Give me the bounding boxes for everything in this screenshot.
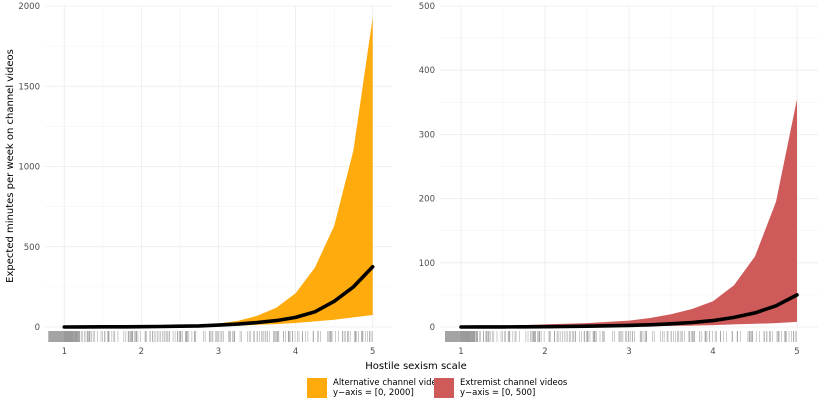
rug-block-left (48, 331, 79, 342)
y-tick-label-right-3: 300 (419, 130, 435, 140)
legend-item-alternative: Alternative channel videos y−axis = [0, … (307, 378, 446, 398)
legend-range-extremist: y−axis = [0, 500] (460, 388, 536, 398)
x-tick-label-right-4: 5 (794, 347, 799, 357)
y-tick-label-left-0: 0 (35, 323, 40, 333)
x-tick-label-left-0: 1 (62, 347, 67, 357)
x-axis-title: Hostile sexism scale (365, 361, 466, 372)
y-tick-label-right-4: 400 (419, 66, 435, 76)
y-tick-label-left-4: 2000 (18, 2, 40, 12)
y-tick-label-left-3: 1500 (18, 82, 40, 92)
y-axis-title: Expected minutes per week on channel vid… (5, 49, 16, 283)
estimate-line-right (459, 293, 799, 329)
legend-item-extremist: Extremist channel videos y−axis = [0, 50… (434, 378, 567, 398)
y-tick-label-right-1: 100 (419, 259, 435, 269)
y-tick-label-right-2: 200 (419, 195, 435, 205)
x-tick-label-left-4: 5 (370, 347, 375, 357)
x-tick-label-right-1: 2 (542, 347, 547, 357)
x-tick-label-right-3: 4 (710, 347, 715, 357)
legend: Alternative channel videos y−axis = [0, … (0, 378, 822, 408)
legend-label-extremist: Extremist channel videos (460, 378, 568, 388)
x-tick-label-right-0: 1 (458, 347, 463, 357)
confidence-band-right (461, 99, 797, 327)
legend-range-alternative: y−axis = [0, 2000] (333, 388, 414, 398)
legend-swatch-extremist (434, 378, 454, 398)
y-tick-label-left-2: 1000 (18, 163, 40, 173)
chart-figure: 0 500 1000 1500 2000 1 2 3 4 5 0 100 200 300 400 500 1 2 3… (5, 2, 818, 372)
y-tick-label-left-1: 500 (24, 243, 40, 253)
x-tick-label-left-1: 2 (139, 347, 144, 357)
x-tick-label-left-2: 3 (216, 347, 221, 357)
legend-swatch-alternative (307, 378, 327, 398)
y-tick-label-right-5: 500 (419, 2, 435, 12)
legend-label-alternative: Alternative channel videos (333, 378, 447, 388)
rug-block-right (445, 331, 475, 342)
estimate-line-left (62, 265, 375, 329)
x-tick-label-right-2: 3 (626, 347, 631, 357)
y-tick-label-right-0: 0 (430, 323, 435, 333)
x-tick-label-left-3: 4 (293, 347, 298, 357)
